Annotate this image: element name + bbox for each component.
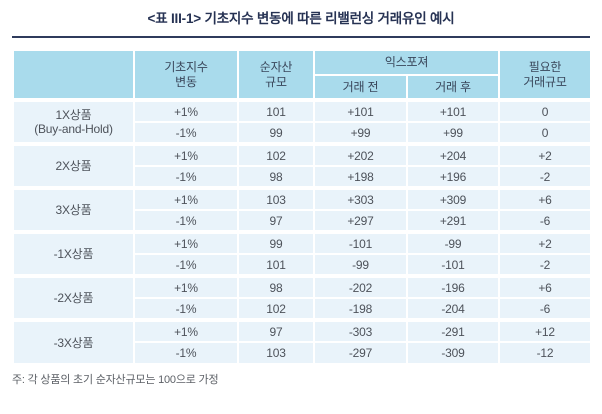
required-trade-cell: -2 [498,253,592,277]
index-change-cell: +1% [133,98,239,123]
table-row: -1% 101 -99 -101 -2 [13,253,592,277]
product-name-cell: -3X상품 [12,318,135,365]
header-required-trade: 필요한 거래규모 [498,49,592,101]
exposure-after-cell: -204 [406,297,500,321]
index-change-cell: -1% [133,209,239,233]
table-row: -3X상품 +1% 97 -303 -291 +12 [12,318,592,365]
exposure-before-cell: -198 [313,297,408,321]
table-row: -1% 98 +198 +196 -2 [13,165,592,189]
table-row: 3X상품 +1% 103 +303 +309 +6 [12,186,592,233]
nav-cell: 98 [237,274,315,299]
exposure-after-cell: -309 [406,341,500,365]
index-change-cell: -1% [133,341,239,365]
exposure-after-cell: +309 [406,186,500,211]
nav-cell: 99 [237,121,315,145]
required-trade-cell: -6 [498,209,592,233]
table-row: -1% 103 -297 -309 -12 [13,341,592,365]
required-trade-cell: +6 [498,274,592,299]
table-body: 1X상품 (Buy-and-Hold) +1% 101 +101 +101 0 -1% 99 +… [12,98,592,365]
exposure-before-cell: +101 [313,98,408,123]
nav-cell: 102 [237,142,315,167]
nav-cell: 99 [237,230,315,255]
index-change-cell: -1% [133,121,239,145]
nav-cell: 103 [237,341,315,365]
exposure-after-cell: +204 [406,142,500,167]
product-name-cell: -1X상품 [12,230,135,277]
exposure-after-cell: -99 [406,230,500,255]
table-row: -1% 102 -198 -204 -6 [13,297,592,321]
title-rule [12,36,590,38]
nav-cell: 101 [237,98,315,123]
header-product [12,49,135,101]
exposure-before-cell: -99 [313,253,408,277]
table-row: -2X상품 +1% 98 -202 -196 +6 [12,274,592,321]
index-change-cell: +1% [133,142,239,167]
table-row: -1% 99 +99 +99 0 [13,121,592,145]
required-trade-cell: 0 [498,98,592,123]
exposure-after-cell: -291 [406,318,500,343]
nav-cell: 103 [237,186,315,211]
index-change-cell: +1% [133,318,239,343]
required-trade-cell: +6 [498,186,592,211]
index-change-cell: +1% [133,186,239,211]
index-change-cell: +1% [133,230,239,255]
header-nav: 순자산 규모 [237,49,315,101]
index-change-cell: -1% [133,297,239,321]
header-exposure-after: 거래 후 [406,74,500,101]
exposure-after-cell: +101 [406,98,500,123]
product-name-cell: 2X상품 [12,142,135,189]
exposure-before-cell: +99 [313,121,408,145]
header-row-1: 기초지수 변동 순자산 규모 익스포져 필요한 거래규모 [12,49,592,101]
exposure-after-cell: -101 [406,253,500,277]
exposure-before-cell: -297 [313,341,408,365]
product-name-cell: 1X상품 (Buy-and-Hold) [12,98,135,145]
index-change-cell: -1% [133,165,239,189]
exposure-before-cell: +202 [313,142,408,167]
rebalancing-table: 기초지수 변동 순자산 규모 익스포져 필요한 거래규모 거래 전 거래 후 1… [12,49,592,365]
table-row: -1X상품 +1% 99 -101 -99 +2 [12,230,592,277]
product-name-cell: 3X상품 [12,186,135,233]
table-row: 2X상품 +1% 102 +202 +204 +2 [12,142,592,189]
exposure-after-cell: +196 [406,165,500,189]
exposure-after-cell: +99 [406,121,500,145]
required-trade-cell: -2 [498,165,592,189]
nav-cell: 101 [237,253,315,277]
exposure-before-cell: -303 [313,318,408,343]
nav-cell: 97 [237,209,315,233]
header-exposure: 익스포져 [313,49,500,76]
index-change-cell: -1% [133,253,239,277]
exposure-after-cell: +291 [406,209,500,233]
table-row: -1% 97 +297 +291 -6 [13,209,592,233]
index-change-cell: +1% [133,274,239,299]
table-row: 1X상품 (Buy-and-Hold) +1% 101 +101 +101 0 [12,98,592,145]
nav-cell: 98 [237,165,315,189]
table-header: 기초지수 변동 순자산 규모 익스포져 필요한 거래규모 거래 전 거래 후 [12,49,592,101]
exposure-after-cell: -196 [406,274,500,299]
nav-cell: 97 [237,318,315,343]
required-trade-cell: +2 [498,142,592,167]
required-trade-cell: +12 [498,318,592,343]
product-name-cell: -2X상품 [12,274,135,321]
table-footnote: 주: 각 상품의 초기 순자산규모는 100으로 가정 [12,374,219,386]
exposure-before-cell: +198 [313,165,408,189]
header-row-2: 거래 전 거래 후 [13,74,591,101]
exposure-before-cell: +297 [313,209,408,233]
header-index-change: 기초지수 변동 [133,49,239,101]
required-trade-cell: -6 [498,297,592,321]
table-title: <표 III-1> 기초지수 변동에 따른 리밸런싱 거래유인 예시 [147,11,455,26]
header-exposure-before: 거래 전 [313,74,408,101]
exposure-before-cell: +303 [313,186,408,211]
exposure-before-cell: -202 [313,274,408,299]
required-trade-cell: 0 [498,121,592,145]
required-trade-cell: -12 [498,341,592,365]
required-trade-cell: +2 [498,230,592,255]
exposure-before-cell: -101 [313,230,408,255]
nav-cell: 102 [237,297,315,321]
